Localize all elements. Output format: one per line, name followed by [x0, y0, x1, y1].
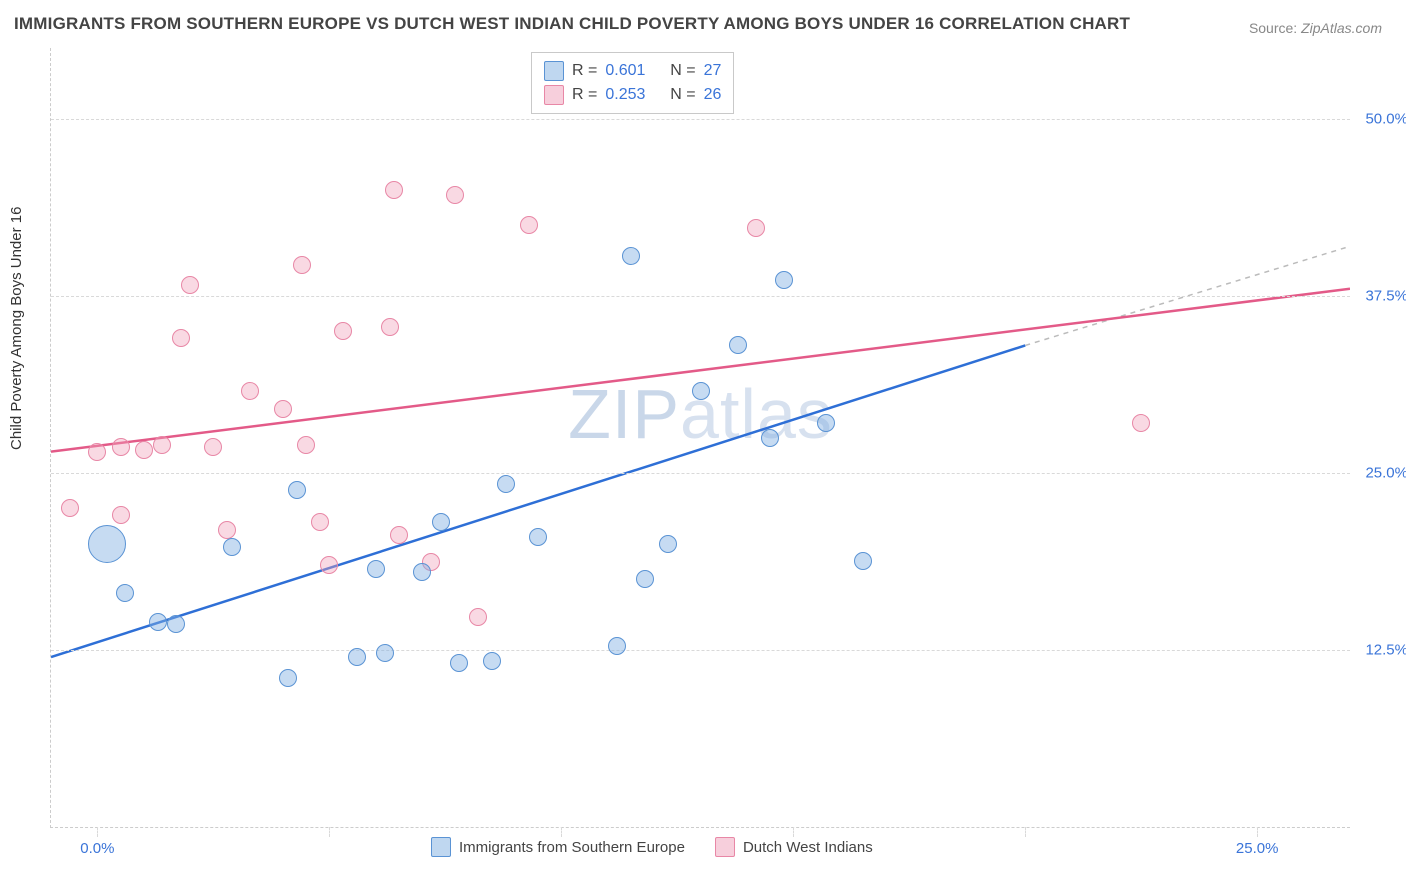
data-point [172, 329, 190, 347]
series-label-blue: Immigrants from Southern Europe [459, 839, 685, 856]
source-label: Source: [1249, 20, 1297, 36]
correlation-legend: R = 0.601 N = 27 R = 0.253 N = 26 [531, 52, 734, 114]
data-point [153, 436, 171, 454]
data-point [181, 276, 199, 294]
data-point [729, 336, 747, 354]
y-tick-label: 12.5% [1358, 641, 1406, 658]
data-point [483, 652, 501, 670]
data-point [167, 615, 185, 633]
legend-item-blue: Immigrants from Southern Europe [431, 837, 685, 857]
data-point [817, 414, 835, 432]
x-tick-mark [793, 827, 794, 837]
data-point [432, 513, 450, 531]
data-point [218, 521, 236, 539]
y-tick-label: 37.5% [1358, 287, 1406, 304]
swatch-blue-icon [431, 837, 451, 857]
data-point [288, 481, 306, 499]
data-point [469, 608, 487, 626]
data-point [367, 560, 385, 578]
data-point [112, 506, 130, 524]
data-point [622, 247, 640, 265]
series-legend: Immigrants from Southern Europe Dutch We… [431, 837, 873, 857]
data-point [381, 318, 399, 336]
data-point [775, 271, 793, 289]
x-tick-label: 0.0% [80, 840, 114, 857]
r-label: R = [572, 86, 597, 104]
data-point [385, 181, 403, 199]
data-point [497, 475, 515, 493]
data-point [348, 648, 366, 666]
watermark-zip: ZIP [568, 375, 680, 453]
series-label-pink: Dutch West Indians [743, 839, 873, 856]
data-point [659, 535, 677, 553]
data-point [311, 513, 329, 531]
swatch-pink [544, 85, 564, 105]
swatch-pink-icon [715, 837, 735, 857]
legend-item-pink: Dutch West Indians [715, 837, 873, 857]
x-tick-mark [561, 827, 562, 837]
data-point [293, 256, 311, 274]
chart-title: IMMIGRANTS FROM SOUTHERN EUROPE VS DUTCH… [14, 14, 1130, 34]
legend-row-pink: R = 0.253 N = 26 [544, 83, 721, 107]
data-point [149, 613, 167, 631]
data-point [297, 436, 315, 454]
data-point [747, 219, 765, 237]
data-point [279, 669, 297, 687]
n-label: N = [670, 62, 695, 80]
x-tick-label: 25.0% [1236, 840, 1279, 857]
data-point [1132, 414, 1150, 432]
data-point [446, 186, 464, 204]
trend-lines [51, 48, 1350, 827]
data-point [61, 499, 79, 517]
data-point [116, 584, 134, 602]
data-point [636, 570, 654, 588]
x-tick-mark [1025, 827, 1026, 837]
data-point [204, 438, 222, 456]
gridline-h [51, 650, 1350, 651]
swatch-blue [544, 61, 564, 81]
x-tick-mark [1257, 827, 1258, 837]
gridline-h [51, 296, 1350, 297]
y-axis-label: Child Poverty Among Boys Under 16 [8, 207, 25, 450]
y-tick-label: 50.0% [1358, 110, 1406, 127]
data-point [135, 441, 153, 459]
source-attribution: Source: ZipAtlas.com [1249, 20, 1382, 36]
data-point [390, 526, 408, 544]
data-point [274, 400, 292, 418]
source-value: ZipAtlas.com [1301, 20, 1382, 36]
data-point [413, 563, 431, 581]
gridline-h [51, 473, 1350, 474]
data-point [529, 528, 547, 546]
data-point [761, 429, 779, 447]
r-label: R = [572, 62, 597, 80]
data-point [692, 382, 710, 400]
n-value-pink: 26 [704, 86, 722, 104]
data-point [88, 525, 126, 563]
chart-plot-area: ZIPatlas R = 0.601 N = 27 R = 0.253 N = … [50, 48, 1350, 828]
data-point [223, 538, 241, 556]
gridline-h [51, 119, 1350, 120]
data-point [112, 438, 130, 456]
data-point [320, 556, 338, 574]
x-tick-mark [329, 827, 330, 837]
n-value-blue: 27 [704, 62, 722, 80]
legend-row-blue: R = 0.601 N = 27 [544, 59, 721, 83]
data-point [334, 322, 352, 340]
data-point [608, 637, 626, 655]
data-point [854, 552, 872, 570]
x-tick-mark [97, 827, 98, 837]
data-point [450, 654, 468, 672]
y-tick-label: 25.0% [1358, 464, 1406, 481]
r-value-blue: 0.601 [605, 62, 645, 80]
n-label: N = [670, 86, 695, 104]
data-point [520, 216, 538, 234]
data-point [241, 382, 259, 400]
r-value-pink: 0.253 [605, 86, 645, 104]
data-point [88, 443, 106, 461]
data-point [376, 644, 394, 662]
